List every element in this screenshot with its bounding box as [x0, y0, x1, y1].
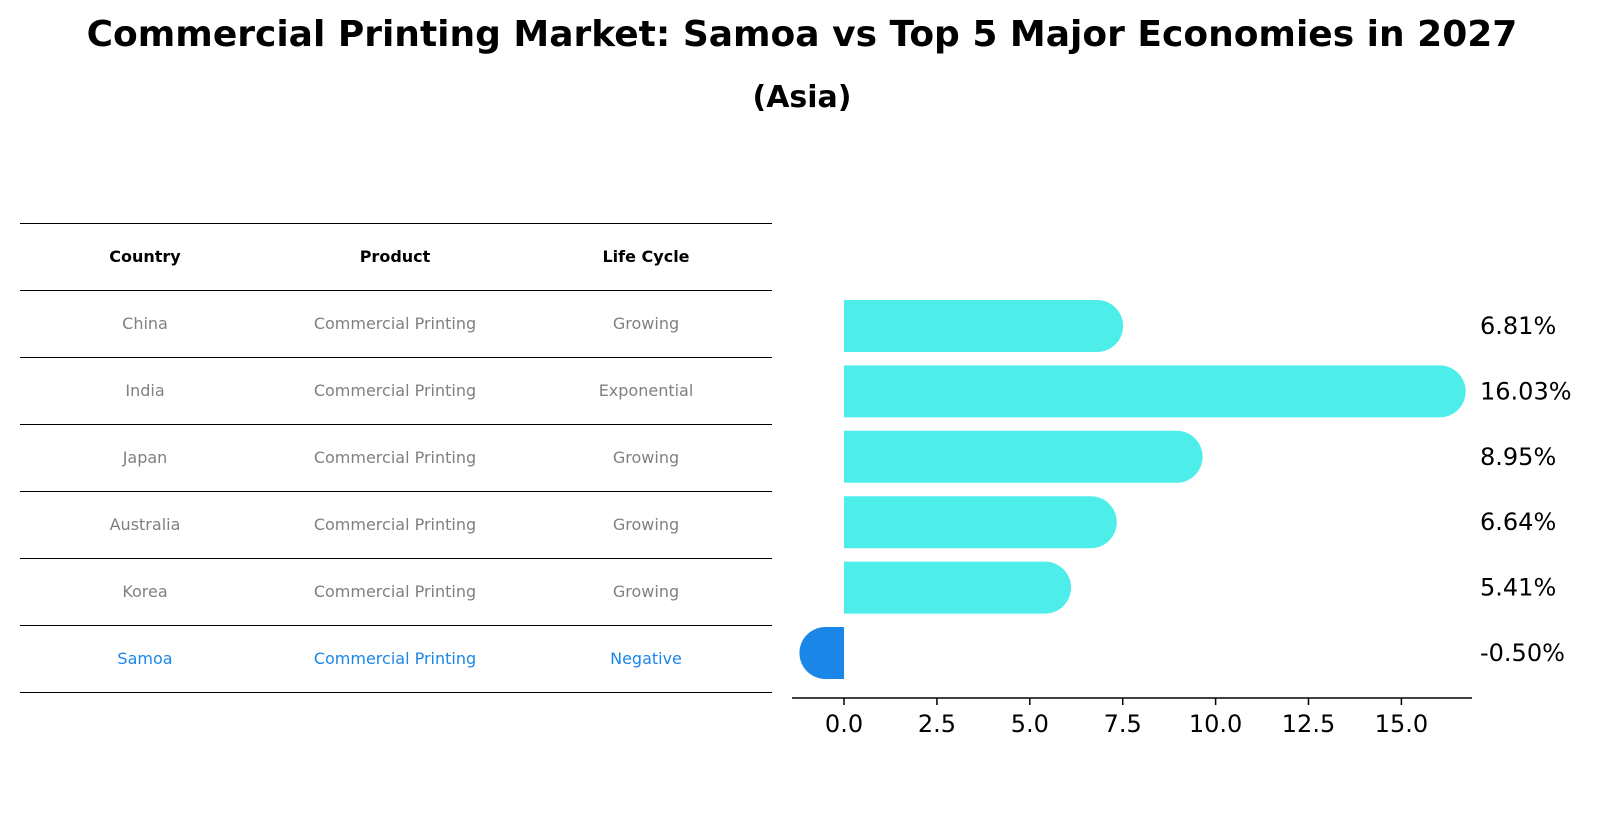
x-tick-label: 0.0 [825, 710, 863, 738]
chart-subtitle: (Asia) [752, 80, 852, 115]
cell-product: Commercial Printing [313, 515, 477, 534]
x-tick-label: 15.0 [1375, 710, 1428, 738]
value-label-japan: 8.95% [1480, 443, 1556, 471]
table-row: India Commercial Printing Exponential [20, 357, 772, 424]
value-label-india: 16.03% [1480, 377, 1572, 405]
cell-country: Korea [122, 582, 168, 601]
cell-product: Commercial Printing [313, 582, 477, 601]
cell-life-cycle: Negative [610, 649, 682, 668]
table-row: Australia Commercial Printing Growing [20, 491, 772, 558]
value-label-china: 6.81% [1480, 312, 1556, 340]
bar-india [844, 365, 1466, 418]
data-table: Country Product Life Cycle China Commerc… [20, 223, 772, 693]
cell-life-cycle: Growing [612, 515, 680, 534]
table-row-highlight: Samoa Commercial Printing Negative [20, 625, 772, 693]
x-tick-label: 5.0 [1011, 710, 1049, 738]
header-life-cycle: Life Cycle [602, 247, 690, 266]
x-tick-label: 2.5 [918, 710, 956, 738]
cell-life-cycle: Growing [612, 314, 680, 333]
x-tick-label: 10.0 [1189, 710, 1242, 738]
bar-japan [844, 430, 1203, 483]
cell-product: Commercial Printing [313, 448, 477, 467]
table-row: Japan Commercial Printing Growing [20, 424, 772, 491]
cell-product: Commercial Printing [313, 381, 477, 400]
cell-life-cycle: Exponential [598, 381, 694, 400]
cell-country: Samoa [117, 649, 173, 668]
x-tick-label: 12.5 [1282, 710, 1335, 738]
bar-australia [844, 496, 1117, 549]
bar-korea [844, 561, 1072, 614]
cell-product: Commercial Printing [313, 314, 477, 333]
table-row: Korea Commercial Printing Growing [20, 558, 772, 625]
table-header-row: Country Product Life Cycle [20, 223, 772, 290]
cell-life-cycle: Growing [612, 448, 680, 467]
header-product: Product [359, 247, 431, 266]
header-country: Country [109, 247, 181, 266]
cell-country: India [125, 381, 165, 400]
bar-china [844, 300, 1124, 352]
value-label-samoa: -0.50% [1480, 639, 1565, 667]
table-row: China Commercial Printing Growing [20, 290, 772, 357]
value-label-korea: 5.41% [1480, 574, 1556, 602]
cell-product: Commercial Printing [313, 649, 477, 668]
x-tick-label: 7.5 [1104, 710, 1142, 738]
value-label-australia: 6.64% [1480, 508, 1556, 536]
cell-country: China [122, 314, 168, 333]
cell-country: Australia [109, 515, 181, 534]
cell-life-cycle: Growing [612, 582, 680, 601]
chart-title: Commercial Printing Market: Samoa vs Top… [86, 14, 1518, 55]
cell-country: Japan [122, 448, 168, 467]
bar-samoa [799, 627, 845, 679]
